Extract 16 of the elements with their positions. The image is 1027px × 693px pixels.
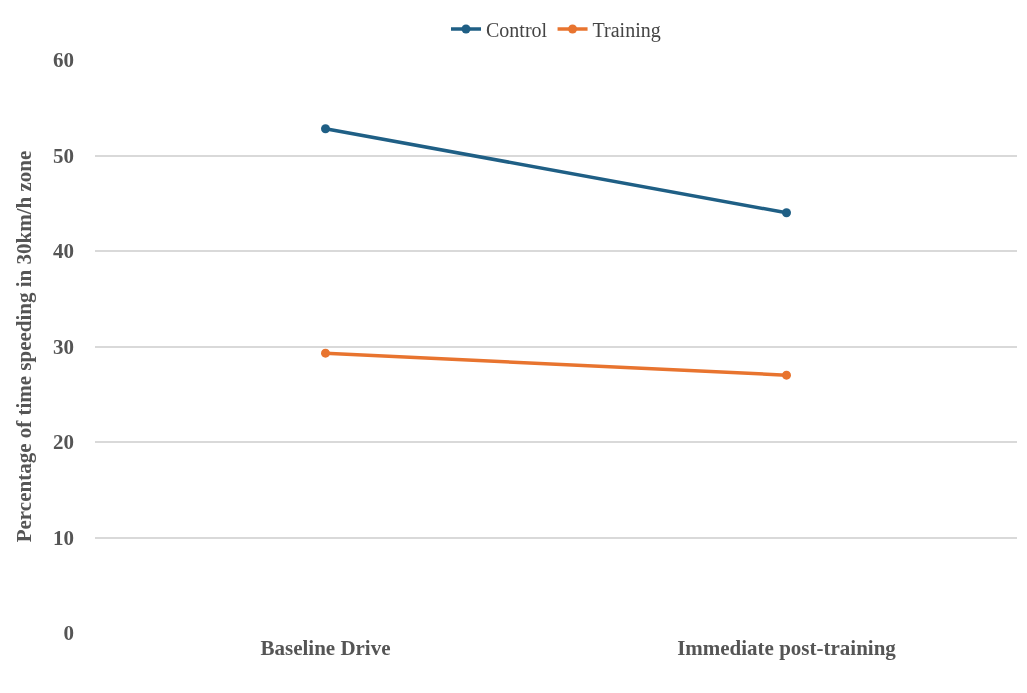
y-axis-title: Percentage of time speeding in 30km/h zone bbox=[12, 150, 37, 543]
point bbox=[782, 370, 791, 380]
y-tick-label: 40 bbox=[53, 239, 74, 264]
y-tick-label: 60 bbox=[53, 48, 74, 73]
x-tick-label: Baseline Drive bbox=[260, 636, 391, 660]
x-tick-label: Immediate post-training bbox=[677, 636, 897, 660]
legend-label: Control bbox=[486, 18, 548, 41]
point bbox=[782, 208, 791, 218]
y-tick-label: 30 bbox=[53, 334, 74, 359]
y-tick-label: 0 bbox=[63, 621, 74, 646]
point bbox=[321, 348, 330, 358]
y-tick-label: 10 bbox=[53, 525, 74, 550]
point bbox=[321, 124, 330, 134]
legend-label: Training bbox=[592, 18, 661, 42]
y-tick-label: 20 bbox=[53, 430, 74, 455]
y-tick-label: 50 bbox=[53, 143, 74, 168]
